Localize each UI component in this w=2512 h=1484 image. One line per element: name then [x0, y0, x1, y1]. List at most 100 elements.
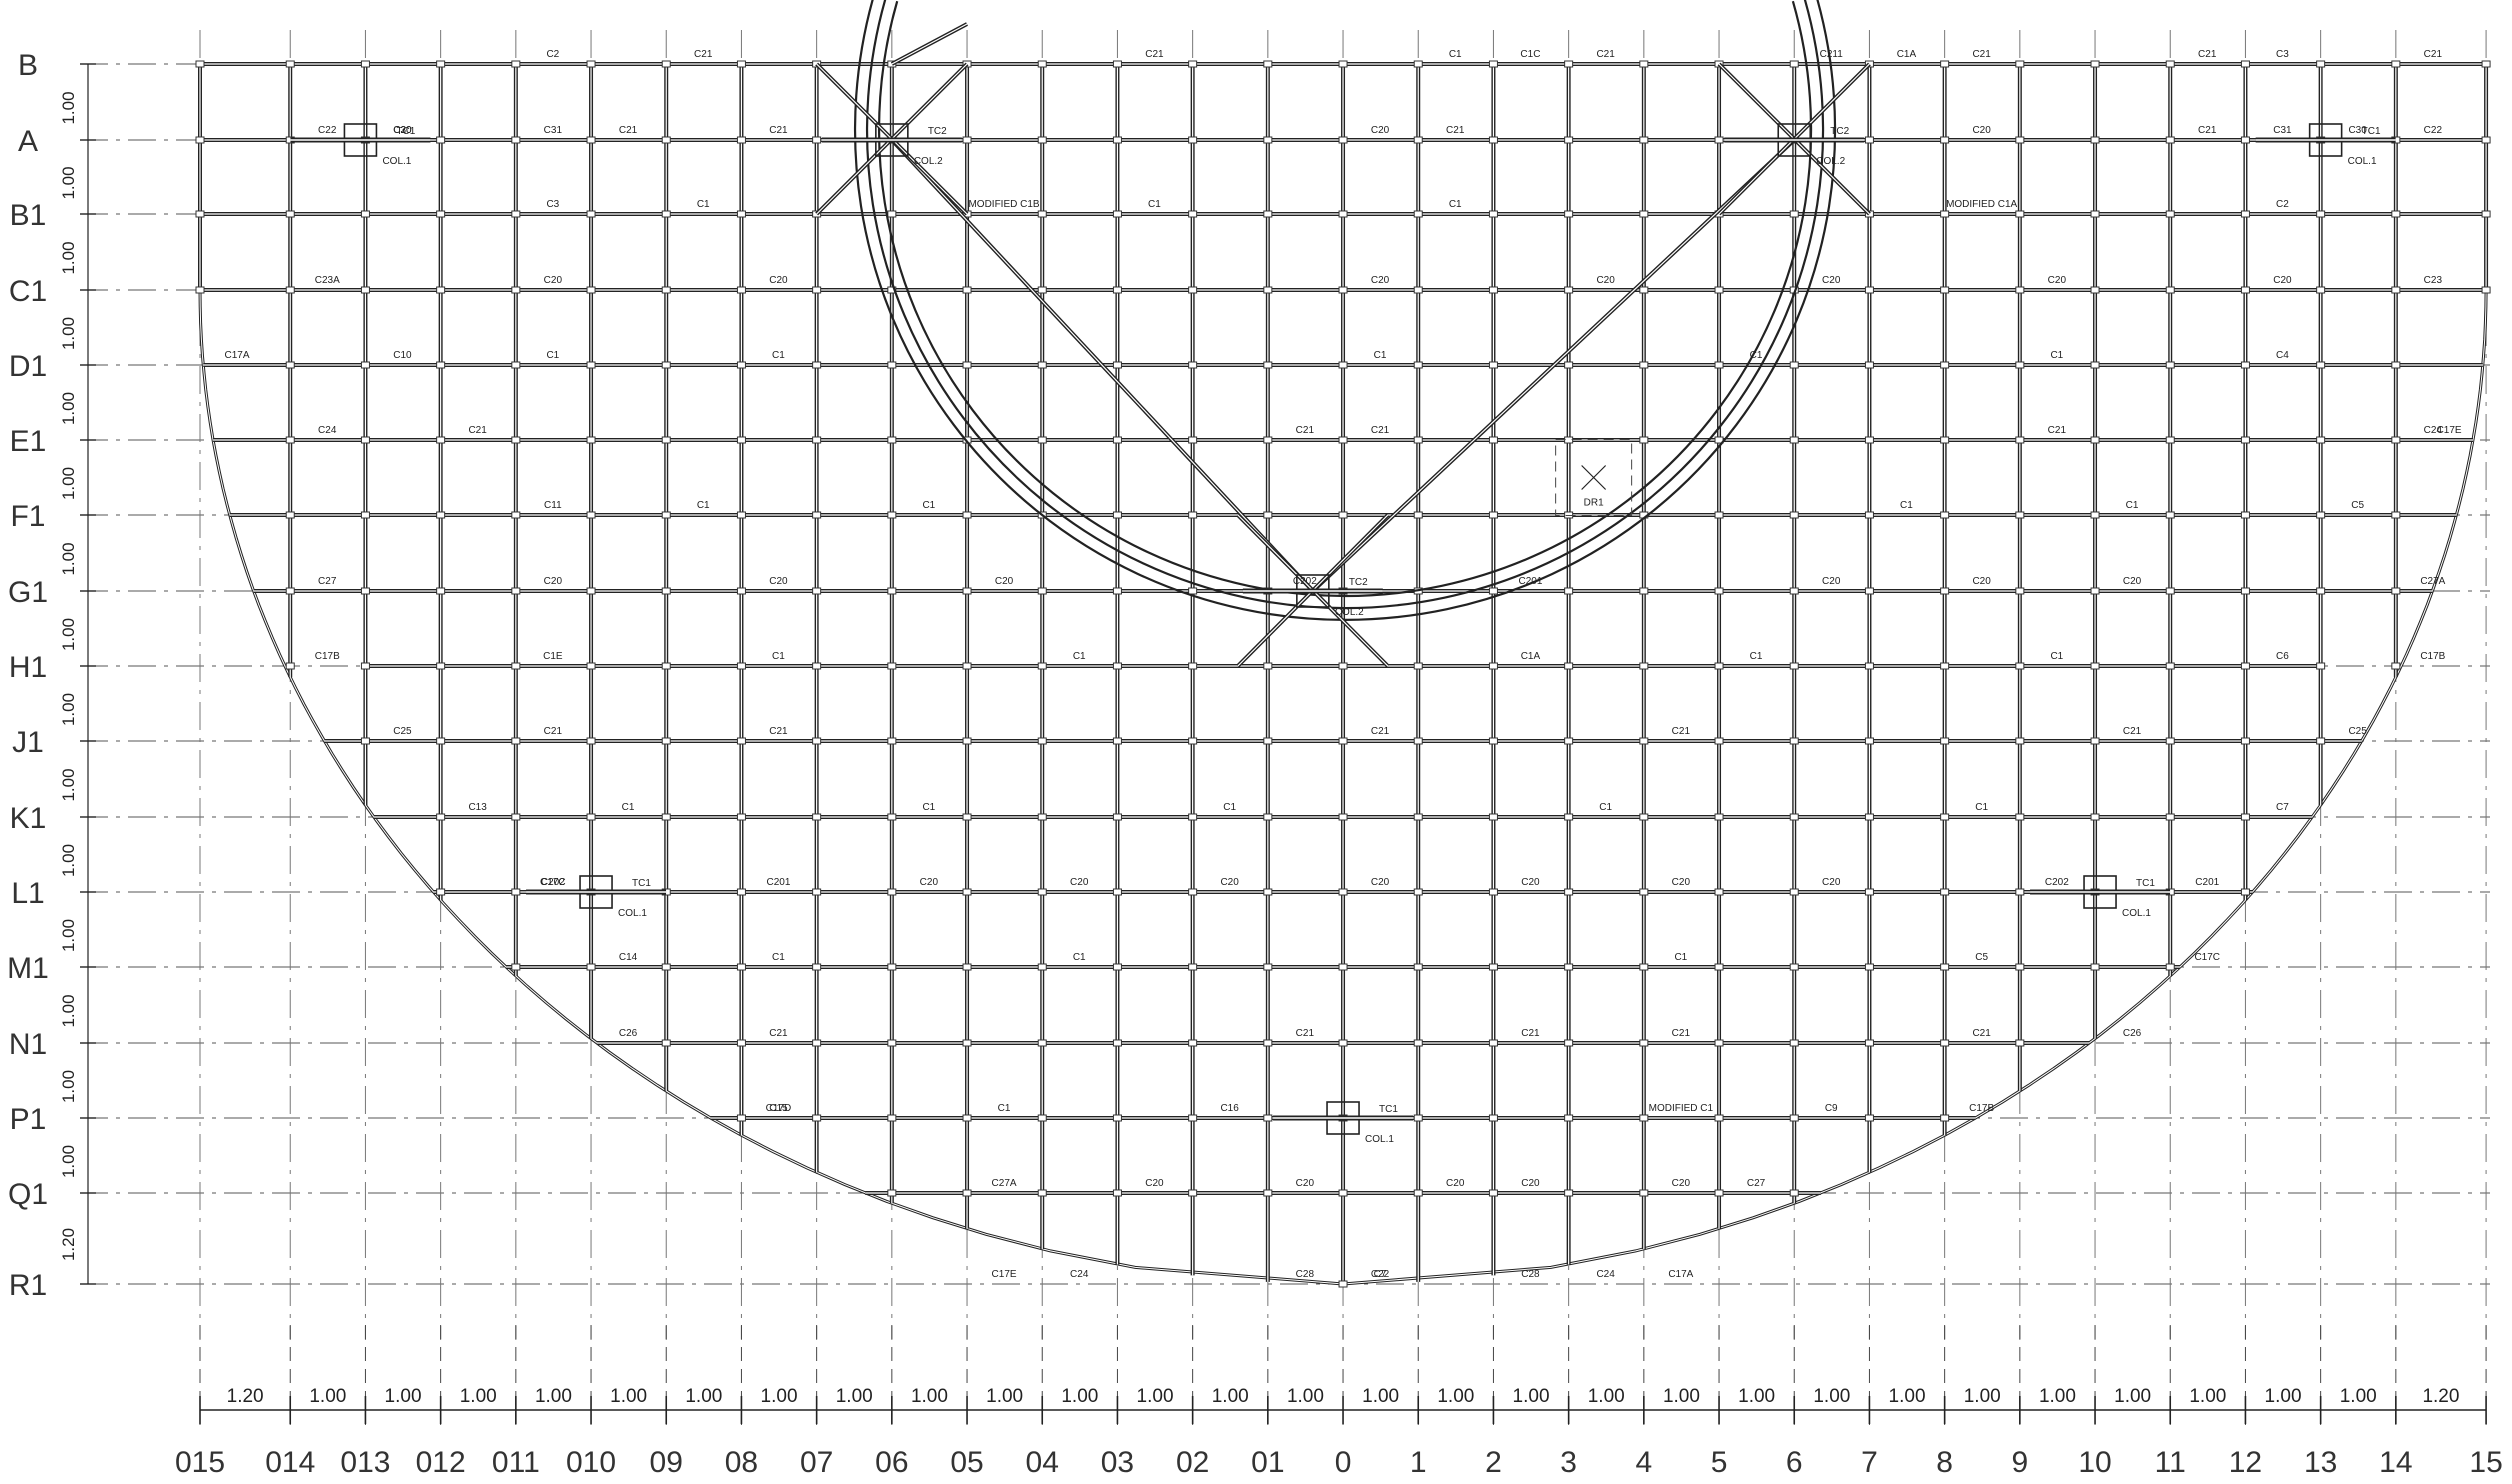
member-label-c31: C31: [544, 125, 563, 136]
joint-10-20: [1714, 813, 1724, 821]
joint-0-15: [1338, 60, 1348, 68]
joint-15-17: [1488, 1189, 1498, 1197]
member-label-c20: C20: [1446, 1178, 1465, 1189]
column-label-9: 9: [2011, 1446, 2028, 1479]
row-spacing-label: 1.00: [59, 392, 78, 425]
column-label-13: 13: [2304, 1446, 2337, 1479]
joint-5-6: [661, 436, 671, 444]
joint-8-5: [586, 662, 596, 670]
member-label-c21: C21: [1672, 726, 1691, 737]
joint-12-12: [1112, 963, 1122, 971]
joint-2-11: [1037, 210, 1047, 218]
member-label-c1: C1: [922, 802, 935, 813]
member-label-c3: C3: [546, 199, 559, 210]
joint-8-11: [1037, 662, 1047, 670]
member-label-c20: C20: [1296, 1178, 1315, 1189]
member-label-c21: C21: [619, 125, 638, 136]
member-label-c17b: C17B: [2420, 651, 2445, 662]
column-tag: TC1: [2136, 878, 2155, 889]
joint-1-6: [661, 136, 671, 144]
joint-6-9: [887, 511, 897, 519]
joint-14-22: [1864, 1114, 1874, 1122]
joint-9-24: [2015, 737, 2025, 745]
member-label-c26: C26: [2123, 1028, 2142, 1039]
joint-5-18: [1564, 436, 1574, 444]
joint-8-8: [812, 662, 822, 670]
member-label-c20: C20: [1972, 125, 1991, 136]
joint-14-23: [1940, 1114, 1950, 1122]
column-label-10: 10: [2078, 1446, 2111, 1479]
joint-3-29: [2391, 286, 2401, 294]
joint-4-19: [1639, 361, 1649, 369]
joint-5-21: [1789, 436, 1799, 444]
joint-15-12: [1112, 1189, 1122, 1197]
member-label-c20: C20: [544, 576, 563, 587]
member-label-c11: C11: [544, 500, 562, 511]
joint-7-23: [1940, 587, 1950, 595]
joint-11-23: [1940, 888, 1950, 896]
joint-6-7: [736, 511, 746, 519]
joint-4-28: [2316, 361, 2326, 369]
joint-15-18: [1564, 1189, 1574, 1197]
joint-7-21: [1789, 587, 1799, 595]
joint-8-15: [1338, 662, 1348, 670]
joint-12-15: [1338, 963, 1348, 971]
joint-1-19: [1639, 136, 1649, 144]
member-label-c201: C201: [766, 877, 790, 888]
column-label-6: 6: [1786, 1446, 1803, 1479]
member-label-c1e: C1E: [543, 651, 563, 662]
joint-0-21: [1789, 60, 1799, 68]
joint-1-10: [962, 136, 972, 144]
joint-5-4: [511, 436, 521, 444]
ring-middle: [866, 0, 1825, 610]
column-grid-labels: 015 014 013 012 011 010 09 08 07 06 05 04 03 02 01 0 1 2 3…: [175, 1446, 2503, 1479]
joint-9-13: [1188, 737, 1198, 745]
joint-0-17: [1488, 60, 1498, 68]
joint-1-0: [195, 136, 205, 144]
member-label-c21: C21: [1371, 425, 1390, 436]
joint-2-23: [1940, 210, 1950, 218]
joint-7-1: [285, 587, 295, 595]
joint-3-18: [1564, 286, 1574, 294]
joint-4-26: [2165, 361, 2175, 369]
joint-13-17: [1488, 1039, 1498, 1047]
joint-5-17: [1488, 436, 1498, 444]
joint-4-16: [1413, 361, 1423, 369]
row-label-f1: F1: [10, 500, 45, 533]
joint-3-12: [1112, 286, 1122, 294]
member-label-c17a: C17A: [224, 350, 249, 361]
column-markers: [290, 123, 2396, 1135]
joint-13-8: [812, 1039, 822, 1047]
member-labels: COL.1 TC1 COL.1 TC1 COL.1 TC1 COL.1 TC1 COL.1 TC1…: [224, 49, 2461, 1280]
member-label-c17c: C17C: [2194, 952, 2220, 963]
joint-13-20: [1714, 1039, 1724, 1047]
joint-5-27: [2240, 436, 2250, 444]
joint-6-16: [1413, 511, 1423, 519]
member-label-c1c: C1C: [1520, 49, 1540, 60]
joint-12-4: [511, 963, 521, 971]
row-spacing-label: 1.00: [59, 91, 78, 124]
joint-11-10: [962, 888, 972, 896]
column-label-2: 2: [1485, 1446, 1502, 1479]
joint-13-24: [2015, 1039, 2025, 1047]
row-label-a: A: [18, 125, 38, 158]
joint-9-27: [2240, 737, 2250, 745]
joint-12-25: [2090, 963, 2100, 971]
joint-4-27: [2240, 361, 2250, 369]
joint-0-11: [1037, 60, 1047, 68]
member-label-c20: C20: [1822, 576, 1841, 587]
member-label-c1: C1: [998, 1103, 1011, 1114]
joint-5-2: [360, 436, 370, 444]
joint-8-29: [2391, 662, 2401, 670]
member-label-c20: C20: [1521, 877, 1540, 888]
joint-6-10: [962, 511, 972, 519]
joint-7-17: [1488, 587, 1498, 595]
joint-10-3: [436, 813, 446, 821]
member-label-c20: C20: [1145, 1178, 1164, 1189]
row-label-b: B: [18, 49, 38, 82]
joint-1-13: [1188, 136, 1198, 144]
joint-11-13: [1188, 888, 1198, 896]
joint-6-21: [1789, 511, 1799, 519]
column-spacing-label: 1.00: [1061, 1386, 1098, 1407]
member-label-c1: C1: [1374, 350, 1387, 361]
